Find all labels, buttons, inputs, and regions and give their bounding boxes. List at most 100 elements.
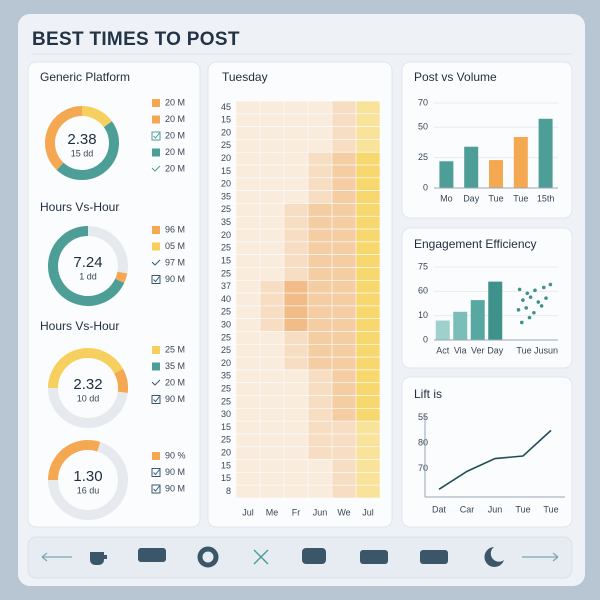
donut-segment — [48, 440, 89, 481]
nav-icons — [41, 546, 559, 568]
heatmap-cell — [283, 369, 309, 384]
scatter-point — [533, 288, 537, 293]
heatmap-cell — [283, 305, 309, 320]
x-tick-label: Jun — [488, 504, 503, 514]
bar — [439, 161, 454, 188]
icon-sofa[interactable] — [360, 550, 388, 564]
heatmap-cell — [259, 126, 285, 140]
heatmap-cell — [283, 190, 309, 204]
page-title: BEST TIMES TO POST — [32, 29, 240, 50]
heatmap-cell — [307, 433, 333, 448]
heatmap-cell — [283, 318, 309, 332]
heatmap-cell — [307, 151, 333, 166]
column-label: We — [337, 507, 350, 517]
row-label: 30 — [221, 319, 231, 329]
heatmap-title: Tuesday — [222, 70, 268, 84]
legend-label: 20 M — [165, 130, 185, 140]
heatmap-cell — [355, 305, 381, 320]
y-tick-label: 50 — [418, 122, 428, 132]
heatmap-cell — [331, 203, 357, 217]
heatmap-cell — [331, 215, 357, 230]
row-label: 25 — [221, 396, 231, 406]
heatmap-cell — [307, 408, 333, 422]
row-label: 25 — [221, 384, 231, 394]
heatmap-cell — [235, 151, 261, 166]
legend-label: 96 M — [165, 224, 185, 234]
row-label: 20 — [221, 230, 231, 240]
heatmap-cell — [307, 459, 333, 473]
icon-car[interactable] — [302, 548, 326, 564]
row-label: 30 — [221, 409, 231, 419]
heatmap-cell — [355, 228, 381, 243]
heatmap-cell — [283, 151, 309, 166]
y-tick-label: 0 — [423, 182, 428, 192]
donut-center: 7.24 — [73, 254, 102, 271]
heatmap-cell — [307, 126, 333, 140]
bar — [488, 281, 503, 340]
heatmap-cell — [307, 215, 333, 230]
icon-circle[interactable] — [197, 546, 219, 568]
nav-prev[interactable] — [41, 552, 72, 562]
bar — [435, 320, 450, 340]
y-tick-label: 70 — [418, 97, 428, 107]
scatter-point — [525, 291, 530, 296]
row-label: 20 — [221, 448, 231, 458]
icon-moon[interactable] — [484, 547, 504, 567]
row-label: 37 — [221, 281, 231, 291]
heatmap-cell — [307, 292, 333, 307]
nav-next[interactable] — [522, 552, 559, 562]
heatmap-cell — [283, 433, 309, 448]
scatter-point — [542, 285, 546, 290]
bar — [470, 300, 485, 340]
heatmap-cell — [235, 190, 261, 204]
heatmap-cell — [235, 420, 261, 435]
heatmap-cell — [235, 305, 261, 320]
heatmap-cell — [355, 420, 381, 435]
heatmap-cell — [331, 408, 357, 422]
row-label: 25 — [221, 435, 231, 445]
row-label: 40 — [221, 294, 231, 304]
heatmap-cell — [283, 382, 309, 396]
icon-bus[interactable] — [138, 548, 166, 562]
heatmap-cell — [259, 113, 285, 127]
legend-swatch — [152, 452, 160, 460]
legend-box — [151, 484, 161, 494]
heatmap-cell — [283, 164, 309, 179]
y-tick-label: 25 — [418, 152, 428, 162]
row-label: 45 — [221, 102, 231, 112]
heatmap-cell — [331, 113, 357, 127]
heatmap-cell — [259, 254, 285, 268]
heatmap-cell — [331, 126, 357, 140]
heatmap-cell — [355, 267, 381, 281]
heatmap-cell — [355, 164, 381, 179]
row-label: 20 — [221, 358, 231, 368]
heatmap-cell — [283, 446, 309, 460]
y-tick-label: 60 — [418, 286, 428, 296]
x-tick-label: Act — [436, 345, 450, 355]
legend-check — [153, 276, 160, 283]
donut-subtitle: 16 du — [77, 485, 100, 495]
heatmap-cell — [307, 472, 333, 486]
heatmap-cell — [259, 446, 285, 460]
legend-label: 90 M — [165, 394, 185, 404]
scatter-point — [544, 296, 548, 300]
icon-close[interactable] — [253, 549, 269, 565]
row-label: 25 — [221, 140, 231, 150]
heatmap-cell — [307, 100, 333, 115]
heatmap-cell — [355, 318, 381, 332]
legend-label: 35 M — [165, 361, 185, 371]
heatmap-cell — [283, 292, 309, 307]
donut-segment — [114, 368, 128, 394]
heatmap-cell — [235, 215, 261, 230]
legend-label: 97 M — [165, 257, 185, 267]
donut-subtitle: 10 dd — [77, 393, 100, 403]
heatmap-cell — [307, 446, 333, 460]
legend-box — [151, 395, 161, 404]
heatmap-cell — [283, 241, 309, 255]
row-label: 25 — [221, 243, 231, 253]
heatmap-cell — [235, 177, 261, 191]
icon-cup[interactable] — [90, 552, 107, 565]
icon-sofa[interactable] — [420, 550, 448, 564]
row-label: 15 — [221, 115, 231, 125]
heatmap-cell — [331, 331, 357, 345]
